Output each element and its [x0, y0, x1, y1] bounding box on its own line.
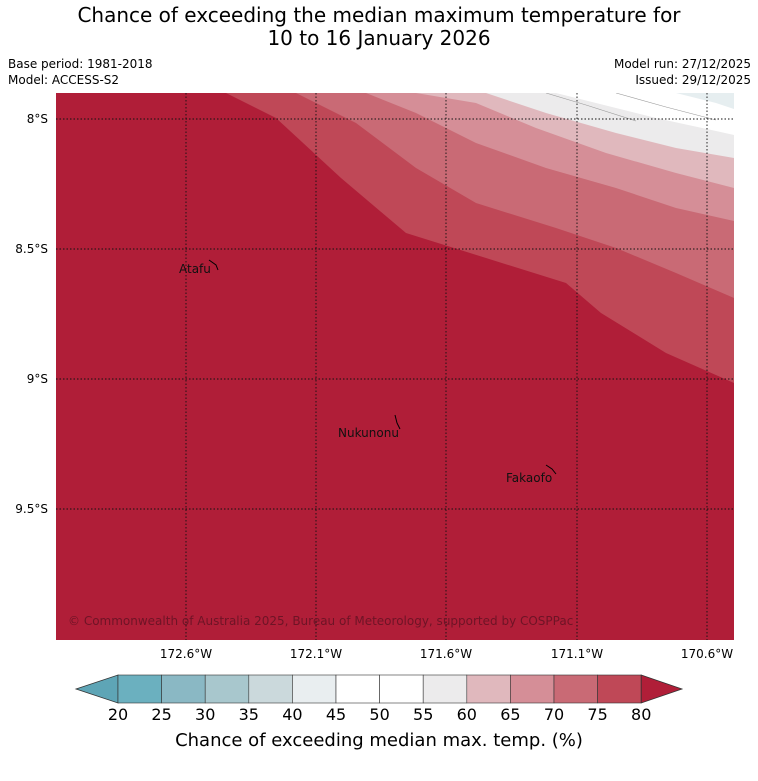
lat-label-8-5s: 8.5°S — [15, 242, 48, 256]
colorbar — [74, 674, 684, 704]
contour-line — [545, 93, 637, 122]
colorbar-tick-80: 80 — [631, 705, 652, 724]
metadata-right: Model run: 27/12/2025 Issued: 29/12/2025 — [614, 56, 751, 88]
graticule — [56, 93, 734, 640]
colorbar-segment-60-65 — [466, 674, 511, 704]
colorbar-tick-60: 60 — [456, 705, 477, 724]
lon-label-171-6w: 171.6°W — [419, 647, 473, 661]
metadata-left: Base period: 1981-2018 Model: ACCESS-S2 — [8, 56, 153, 88]
place-label-atafu: Atafu — [179, 262, 211, 276]
lat-label-9-5s: 9.5°S — [15, 502, 48, 516]
colorbar-segment-65-70 — [510, 674, 555, 704]
colorbar-tick-25: 25 — [151, 705, 172, 724]
colorbar-tick-65: 65 — [500, 705, 521, 724]
title-line-2: 10 to 16 January 2026 — [267, 26, 491, 50]
colorbar-tick-40: 40 — [282, 705, 303, 724]
colorbar-segment-75-80 — [597, 674, 642, 704]
lon-label-170-6w: 170.6°W — [680, 647, 734, 661]
colorbar-label: Chance of exceeding median max. temp. (%… — [175, 730, 583, 751]
colorbar-tick-55: 55 — [413, 705, 434, 724]
lon-label-171-1w: 171.1°W — [550, 647, 604, 661]
colorbar-tick-70: 70 — [543, 705, 565, 724]
colorbar-tick-50: 50 — [369, 705, 390, 724]
colorbar-high-extension — [640, 674, 684, 704]
chart-title: Chance of exceeding the median maximum t… — [0, 4, 758, 50]
colorbar-low-extension — [74, 674, 119, 704]
place-label-fakaofo: Fakaofo — [506, 471, 553, 485]
colorbar-segment-20-25 — [117, 674, 162, 704]
model-run: Model run: 27/12/2025 — [613, 57, 751, 71]
atafu-coastline — [208, 259, 219, 271]
contour-band-50-55 — [556, 93, 734, 135]
lat-label-9s: 9°S — [26, 372, 48, 386]
issue-date: Issued: 29/12/2025 — [635, 73, 751, 87]
lat-label-8s: 8°S — [26, 112, 48, 126]
lon-label-172-1w: 172.1°W — [289, 647, 343, 661]
colorbar-tick-20: 20 — [107, 705, 129, 724]
colorbar-segment-70-75 — [553, 674, 598, 704]
colorbar-tick-75: 75 — [587, 705, 608, 724]
colorbar-segment-35-40 — [248, 674, 293, 704]
title-line-1: Chance of exceeding the median maximum t… — [77, 3, 681, 27]
map-svg — [56, 93, 734, 640]
colorbar-segment-50-55 — [379, 674, 424, 704]
colorbar-segment-45-50 — [335, 674, 380, 704]
copyright-notice: © Commonwealth of Australia 2025, Bureau… — [68, 614, 574, 628]
colorbar-segment-25-30 — [161, 674, 206, 704]
place-label-nukunonu: Nukunonu — [338, 426, 399, 440]
colorbar-tick-30: 30 — [195, 705, 216, 724]
contour-band-45-50 — [676, 93, 734, 109]
colorbar-segment-55-60 — [422, 674, 468, 704]
colorbar-segment-40-45 — [292, 674, 337, 704]
contour-line — [615, 93, 717, 121]
fakaofo-coastline — [545, 464, 557, 475]
base-period: Base period: 1981-2018 — [8, 57, 153, 71]
nukunonu-coastline — [394, 414, 401, 430]
forecast-map[interactable] — [56, 93, 734, 640]
model-name: Model: ACCESS-S2 — [8, 73, 120, 87]
colorbar-segment-30-35 — [204, 674, 250, 704]
lon-label-172-6w: 172.6°W — [159, 647, 213, 661]
colorbar-tick-35: 35 — [238, 705, 259, 724]
colorbar-tick-45: 45 — [325, 705, 347, 724]
